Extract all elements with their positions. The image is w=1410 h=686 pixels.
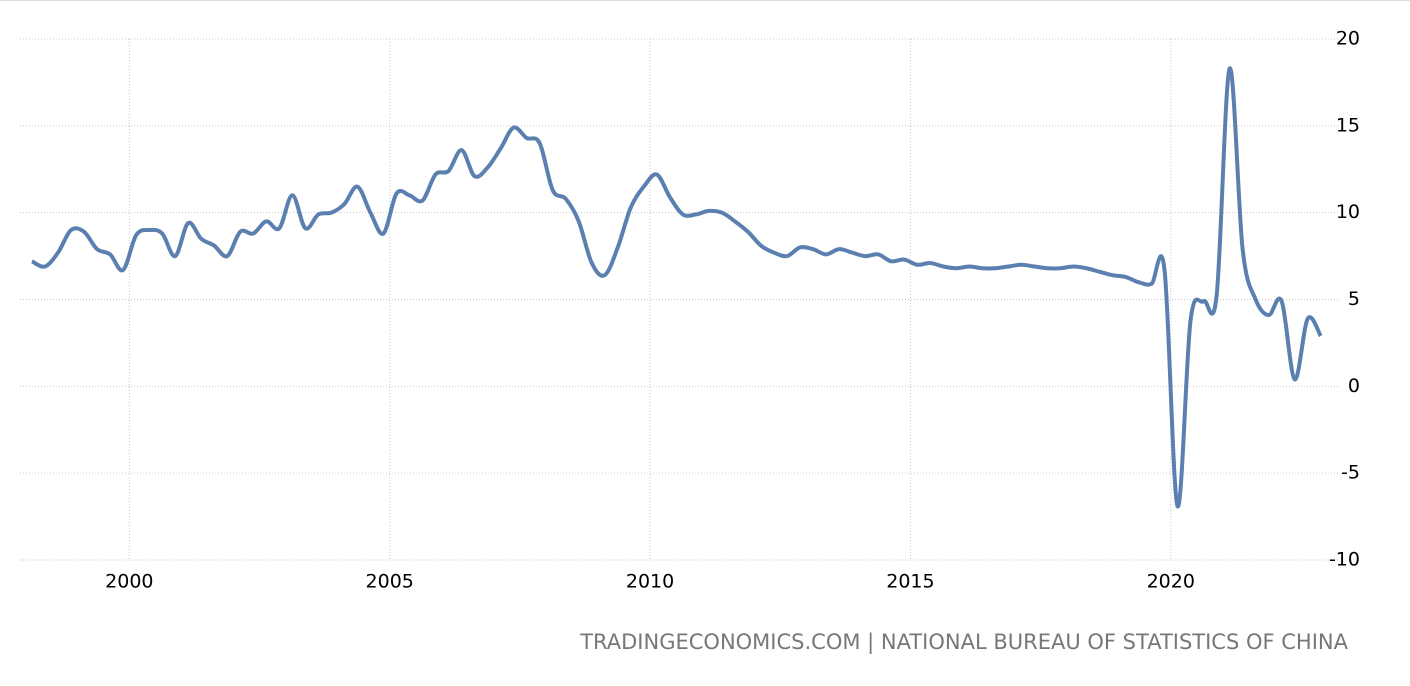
x-tick-label: 2015 [886, 571, 934, 593]
y-tick-label: 10 [1336, 201, 1360, 223]
y-tick-label: 15 [1336, 114, 1360, 136]
y-tick-label: 5 [1348, 288, 1360, 310]
x-tick-label: 2000 [105, 571, 153, 593]
y-tick-label: -10 [1329, 549, 1360, 571]
x-tick-label: 2005 [366, 571, 414, 593]
data-line [31, 66, 1323, 509]
source: TRADINGECONOMICS.COM | NATIONAL BUREAU O… [579, 630, 1348, 655]
y-tick-label: 20 [1336, 28, 1360, 50]
y-tick-label: 0 [1348, 375, 1360, 397]
x-tick-label: 2020 [1147, 571, 1195, 593]
x-tick-label: 2010 [626, 571, 674, 593]
y-tick-label: -5 [1341, 462, 1360, 484]
